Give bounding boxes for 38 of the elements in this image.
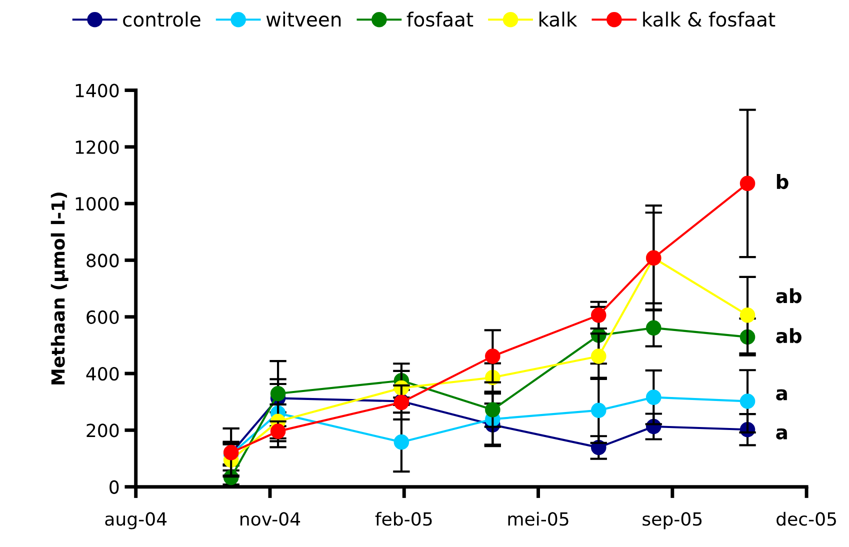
point bbox=[646, 320, 662, 336]
point bbox=[270, 424, 286, 439]
y-tick-label: 0 bbox=[110, 480, 119, 494]
y-axis-title: Methaan (µmol l-1) bbox=[50, 192, 68, 384]
point bbox=[740, 308, 756, 323]
point bbox=[485, 402, 500, 418]
point bbox=[740, 394, 756, 409]
point bbox=[590, 348, 606, 364]
point bbox=[590, 402, 606, 418]
point bbox=[590, 308, 606, 323]
x-tick-label: aug-04 bbox=[105, 512, 167, 530]
point bbox=[270, 386, 286, 402]
legend-label: kalk & fosfaat bbox=[643, 12, 776, 27]
y-tick-label: 400 bbox=[86, 366, 119, 381]
annotation: ab bbox=[776, 328, 802, 344]
y-tick-label: 1200 bbox=[76, 140, 119, 154]
y-tick-label: 1400 bbox=[76, 84, 119, 98]
point bbox=[485, 348, 500, 364]
y-tick-label: 1000 bbox=[76, 197, 119, 211]
point bbox=[740, 176, 756, 192]
x-tick-label: dec-05 bbox=[776, 512, 836, 526]
point bbox=[394, 434, 410, 450]
annotation: ab bbox=[776, 288, 802, 304]
annotation: a bbox=[776, 389, 787, 400]
y-tick-label: 600 bbox=[86, 310, 119, 324]
annotation: b bbox=[776, 174, 788, 190]
legend-label: controle bbox=[123, 12, 200, 27]
x-tick-label: mei-05 bbox=[508, 512, 568, 526]
y-tick-label: 200 bbox=[86, 424, 119, 438]
legend-label: fosfaat bbox=[406, 12, 474, 27]
annotation: a bbox=[776, 428, 787, 440]
legend-label: witveen bbox=[266, 12, 341, 27]
legend-label: kalk bbox=[540, 12, 578, 27]
x-tick-label: nov-04 bbox=[240, 512, 300, 526]
x-tick-label: sep-05 bbox=[642, 512, 702, 530]
y-tick-label: 800 bbox=[86, 254, 119, 268]
x-tick-label: feb-05 bbox=[375, 512, 432, 526]
point bbox=[646, 390, 662, 405]
